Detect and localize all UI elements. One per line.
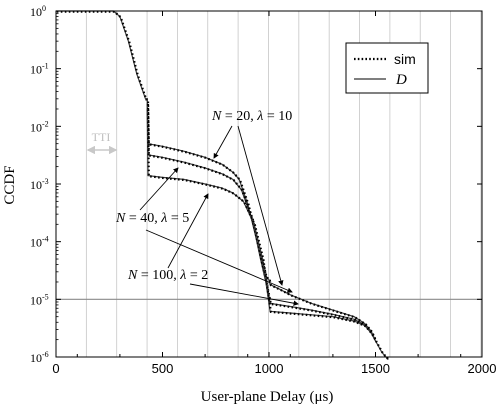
arrow-n100-b (189, 283, 299, 306)
axis-ticks (55, 10, 483, 358)
annotation-n40: N = 40, λ = 5 (115, 211, 189, 226)
x-tick-label: 2000 (468, 361, 497, 376)
annotation-n100: N = 100, λ = 2 (127, 268, 208, 283)
y-tick-label: 10-5 (30, 292, 49, 307)
y-tick-label: 10-2 (30, 119, 49, 134)
series-0-analytic-line (56, 10, 389, 360)
series-2-sim-line (146, 109, 378, 343)
x-tick-label: 0 (52, 361, 59, 376)
y-tick-label: 10-6 (30, 350, 49, 365)
x-tick-label: 1000 (255, 361, 284, 376)
arrow-n40-b (145, 229, 293, 293)
x-tick-labels: 0 500 1000 1500 2000 (52, 361, 496, 376)
series-layer (56, 10, 390, 361)
legend-box (345, 42, 429, 94)
arrow-n100-a (167, 193, 209, 269)
legend-sim-label: sim (394, 51, 416, 67)
legend-d-label: D (395, 72, 407, 88)
y-tick-labels: 100 10-1 10-2 10-3 10-4 10-5 10-6 (30, 4, 49, 365)
y-axis-label: CCDF (2, 165, 18, 204)
x-tick-label: 500 (152, 361, 174, 376)
x-axis-label: User-plane Delay (μs) (201, 389, 334, 405)
arrow-n40-a (139, 167, 179, 211)
series-0-sim-line (56, 10, 390, 361)
x-tick-label: 1500 (361, 361, 390, 376)
y-tick-label: 10-4 (30, 235, 49, 250)
tti-label: TTI (92, 130, 111, 144)
legend: sim D (345, 42, 429, 94)
annotation-n20: N = 20, λ = 10 (211, 109, 292, 124)
tti-marker: TTI (86, 130, 118, 155)
y-tick-label: 10-1 (30, 62, 49, 77)
arrow-n20-a (213, 125, 233, 159)
series-1-sim-line (146, 103, 378, 342)
arrow-n20-b (237, 125, 284, 286)
y-tick-label: 100 (30, 4, 46, 19)
annotations: N = 20, λ = 10 N = 40, λ = 5 N = 100, λ … (115, 109, 299, 306)
y-tick-label: 10-3 (30, 177, 49, 192)
